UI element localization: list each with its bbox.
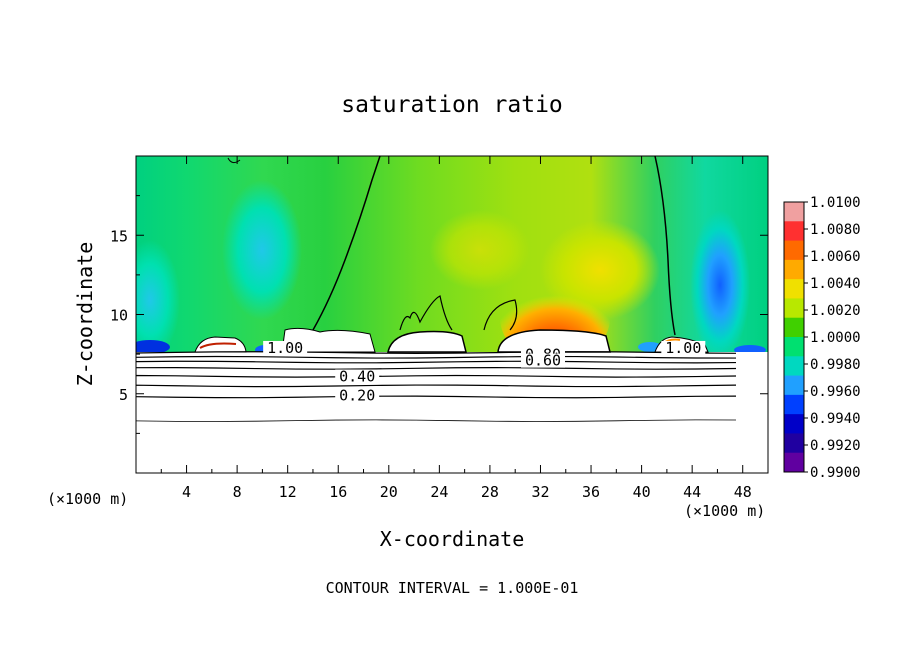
x-tick-label: 20 <box>380 483 398 501</box>
x-axis-ticks: 4 8 12 16 20 24 28 32 36 40 44 48 <box>160 156 752 501</box>
x-tick-label: 16 <box>329 483 347 501</box>
lower-white-region <box>136 352 768 473</box>
colorbar: 1.0100 1.0080 1.0060 1.0040 1.0020 1.0000 0.99… <box>783 195 861 481</box>
contour-small-top <box>227 157 241 164</box>
contour-label-bg <box>661 340 706 355</box>
colorbar-swatch <box>784 317 804 338</box>
colorbar-swatch <box>784 298 804 319</box>
chart-title: saturation ratio <box>341 92 563 118</box>
cyan-region-left-edge <box>136 240 180 360</box>
x-tick-label: 28 <box>481 483 499 501</box>
contour-line <box>136 374 737 378</box>
contour-label-bg <box>263 340 308 355</box>
plot-area <box>136 156 768 473</box>
x-tick-label: 44 <box>683 483 701 501</box>
colorbar-swatch <box>784 240 804 261</box>
colorbar-tick-label: 0.9940 <box>810 411 861 427</box>
colorbar-tick-label: 1.0060 <box>810 249 861 265</box>
colorbar-swatch <box>784 221 804 242</box>
colorbar-swatch <box>784 279 804 299</box>
colorbar-tick-label: 1.0040 <box>810 276 861 292</box>
colorbar-swatch <box>784 259 804 280</box>
x-axis-label: X-coordinate <box>380 527 525 551</box>
cloud-patch-4 <box>497 329 611 353</box>
colorbar-tick-label: 1.0000 <box>810 330 861 346</box>
x-tick-label: 32 <box>531 483 549 501</box>
x-tick-label: 8 <box>233 483 242 501</box>
cyan-region-left <box>222 180 302 320</box>
contour-line <box>136 366 737 370</box>
yellow-region-center <box>430 210 530 290</box>
colorbar-swatch <box>784 433 804 454</box>
contour-1.00-bumps <box>399 295 518 331</box>
x-tick-label: 40 <box>633 483 651 501</box>
colorbar-swatch <box>784 375 804 396</box>
colorbar-swatch <box>784 356 804 377</box>
blue-region-right <box>690 210 750 360</box>
x-tick-label: 48 <box>734 483 752 501</box>
colorbar-tick-label: 1.0020 <box>810 303 861 319</box>
colorbar-tick-label: 0.9920 <box>810 438 861 454</box>
contour-levels <box>136 351 737 422</box>
colorbar-swatch <box>784 394 804 415</box>
y-tick-label: 15 <box>110 227 128 245</box>
cloud-patch-3 <box>387 330 467 353</box>
contour-label: 0.60 <box>525 352 561 370</box>
colorbar-swatch <box>784 202 804 222</box>
contour-label: 1.00 <box>267 339 303 357</box>
y-axis-ticks: 5 10 15 <box>110 195 768 434</box>
contour-label: 0.20 <box>339 387 375 405</box>
colorbar-swatch <box>784 414 804 434</box>
contour-interval-footer: CONTOUR INTERVAL = 1.000E-01 <box>326 579 579 597</box>
contour-line <box>136 355 737 359</box>
colorbar-tick-label: 0.9980 <box>810 357 861 373</box>
colorbar-swatch <box>784 337 804 357</box>
contour-line <box>136 351 737 354</box>
x-unit-label-left: (×1000 m) <box>47 490 128 508</box>
contour-label: 0.40 <box>339 367 375 385</box>
colorbar-tick-label: 0.9900 <box>810 465 861 481</box>
x-tick-label: 24 <box>430 483 448 501</box>
contour-line <box>136 360 737 364</box>
contour-line <box>136 384 737 388</box>
colorbar-tick-label: 1.0100 <box>810 195 861 211</box>
contour-1.00-main <box>312 156 676 336</box>
contour-label-bg <box>335 388 380 403</box>
y-tick-label: 10 <box>110 307 128 325</box>
contour-label-bg <box>335 369 380 384</box>
contour-label: 1.00 <box>665 339 701 357</box>
cloud-patch-1-inner <box>199 342 237 349</box>
contour-label-bg <box>521 353 566 368</box>
y-tick-label: 5 <box>119 386 128 404</box>
blue-band-left <box>136 340 170 354</box>
contour-line <box>136 395 737 399</box>
x-tick-label: 36 <box>582 483 600 501</box>
x-tick-label: 12 <box>279 483 297 501</box>
x-unit-label-right: (×1000 m) <box>684 502 765 520</box>
y-axis-label: Z-coordinate <box>73 242 97 387</box>
colorbar-tick-label: 0.9960 <box>810 384 861 400</box>
x-tick-label: 4 <box>182 483 191 501</box>
contour-line <box>136 419 737 422</box>
colorbar-tick-label: 1.0080 <box>810 222 861 238</box>
colorbar-swatch <box>784 452 804 473</box>
contour-labels: 1.001.000.800.600.400.20 <box>263 339 706 405</box>
